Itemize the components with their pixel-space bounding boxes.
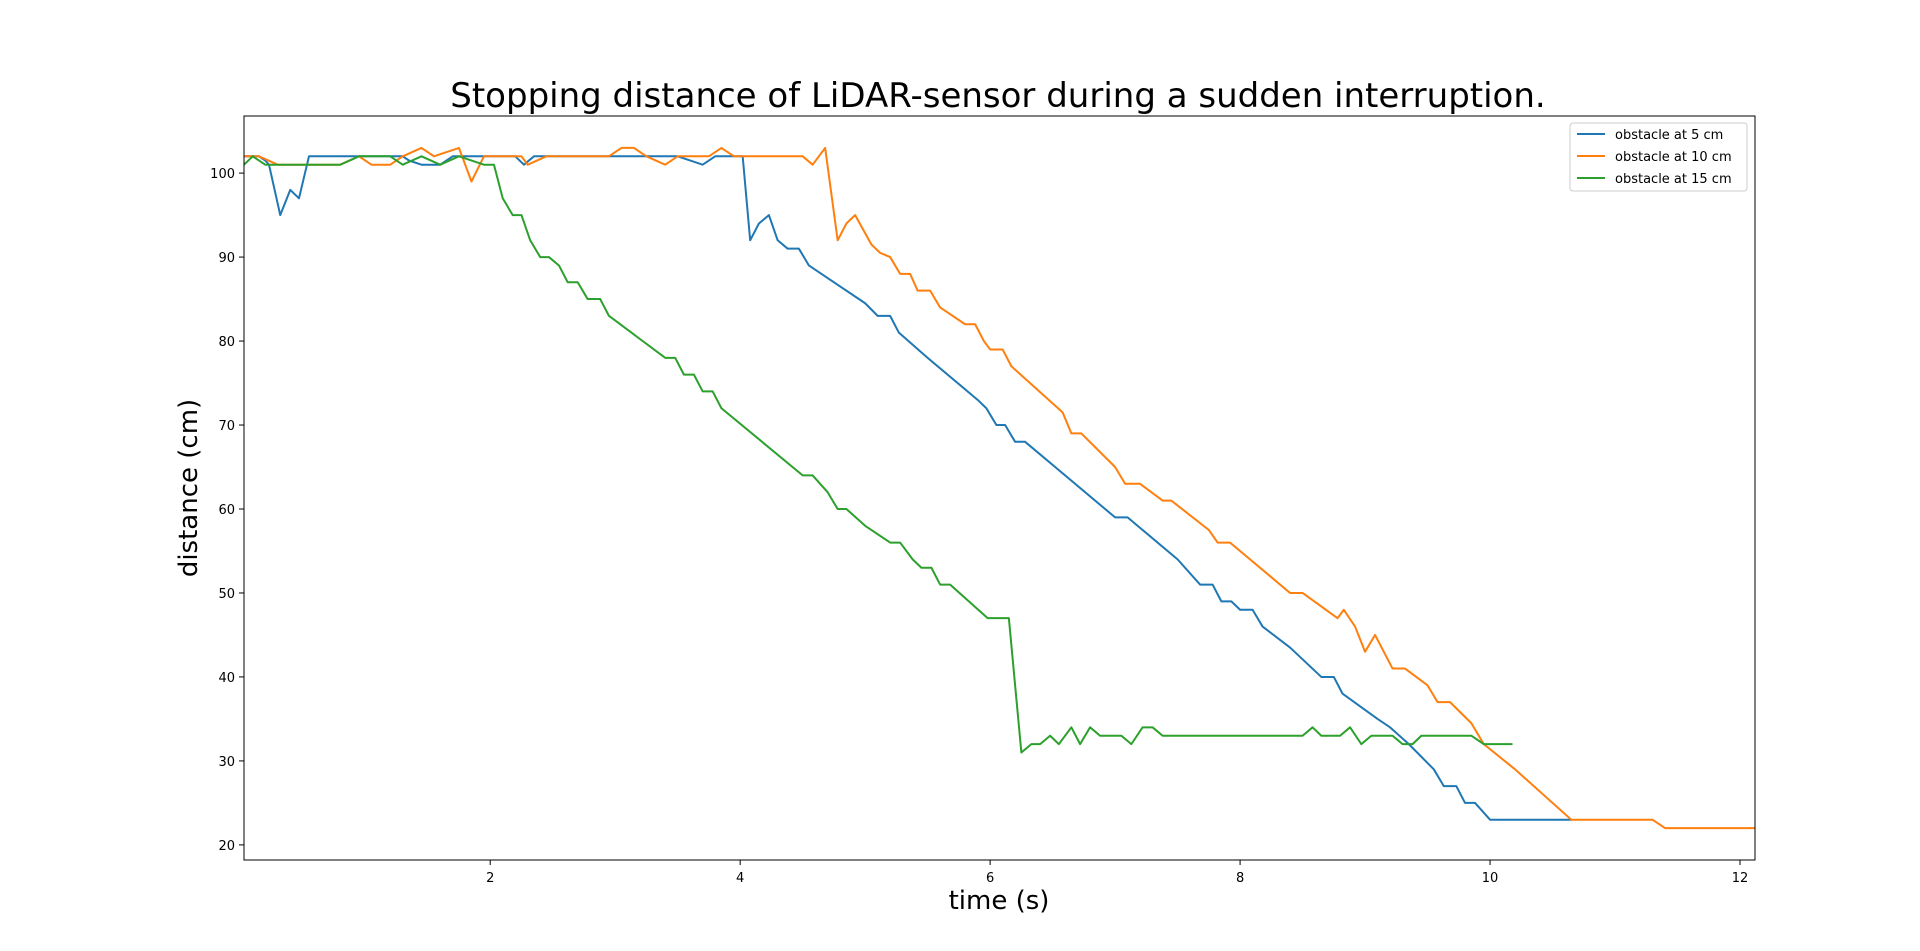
- y-tick-label: 80: [218, 335, 235, 350]
- x-axis-ticks: 2 4 6 8 10 12: [486, 860, 1748, 886]
- chart-title: Stopping distance of LiDAR-sensor during…: [450, 76, 1545, 116]
- y-tick-label: 60: [218, 503, 235, 518]
- series-layer: [243, 146, 1755, 830]
- y-tick-label: 70: [218, 419, 235, 434]
- series-line-1: [244, 155, 1572, 821]
- plot-frame: [244, 116, 1755, 860]
- series-line-3: [243, 155, 1513, 754]
- y-axis-ticks: 20 30 40 50 60 70 80 90 100: [210, 167, 244, 854]
- x-axis-label: time (s): [949, 886, 1050, 916]
- x-tick-label: 8: [1236, 871, 1244, 886]
- legend-label-3: obstacle at 15 cm: [1615, 172, 1732, 187]
- y-tick-label: 40: [218, 671, 235, 686]
- y-tick-label: 30: [218, 755, 235, 770]
- series-line-2: [244, 146, 1755, 830]
- y-tick-label: 90: [218, 251, 235, 266]
- plot-border: [243, 115, 1756, 861]
- y-tick-label: 20: [218, 839, 235, 854]
- legend-label-1: obstacle at 5 cm: [1615, 128, 1723, 143]
- x-tick-label: 10: [1482, 871, 1499, 886]
- legend-box: [1569, 122, 1748, 192]
- legend-label-2: obstacle at 10 cm: [1615, 150, 1732, 165]
- legend: obstacle at 5 cm obstacle at 10 cm obsta…: [1569, 122, 1748, 192]
- y-tick-label: 100: [210, 167, 235, 182]
- plot-area: [243, 115, 1756, 861]
- y-axis-label: distance (cm): [174, 399, 204, 577]
- x-tick-label: 4: [736, 871, 744, 886]
- x-tick-label: 2: [486, 871, 494, 886]
- x-tick-label: 12: [1732, 871, 1749, 886]
- x-tick-label: 6: [986, 871, 994, 886]
- y-tick-label: 50: [218, 587, 235, 602]
